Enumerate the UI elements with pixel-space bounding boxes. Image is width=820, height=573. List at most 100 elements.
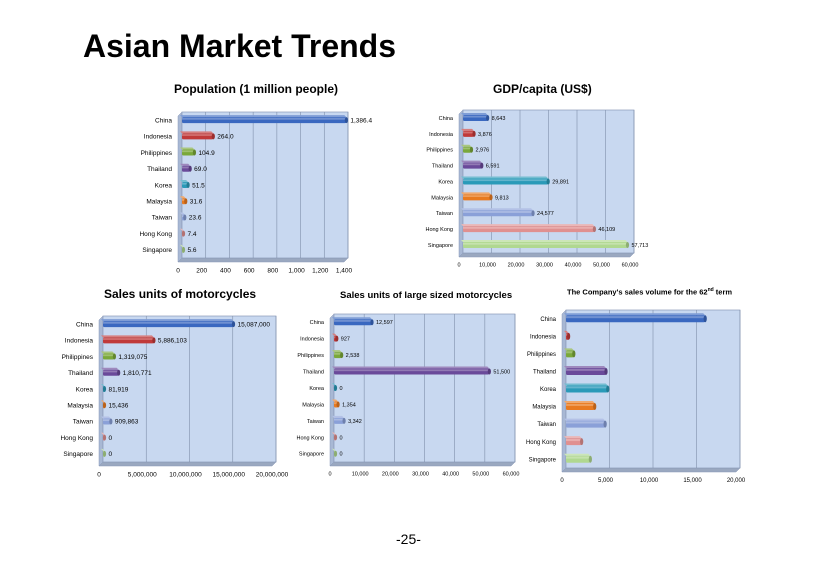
value-label: 3,876 — [478, 132, 492, 138]
bar-highlight — [182, 166, 191, 169]
bar-china — [101, 319, 236, 328]
tick-label: 0 — [97, 472, 101, 479]
chart-title-main: The Company's sales volume for the 62 — [567, 287, 708, 297]
tick-label: 0 — [328, 472, 331, 478]
bar-malaysia — [180, 196, 188, 205]
bar-taiwan — [461, 208, 535, 217]
bar-china — [180, 115, 348, 124]
value-label: 7.4 — [188, 231, 197, 238]
value-label: 0 — [340, 452, 343, 458]
tick-label: 20,000 — [508, 263, 525, 269]
bar-end-cap — [344, 117, 348, 124]
bar-highlight — [334, 418, 345, 421]
tick-label: 40,000 — [565, 263, 582, 269]
value-label: 15,087,000 — [238, 321, 271, 328]
bar-highlight — [463, 179, 549, 182]
bar-end-cap — [336, 401, 340, 408]
category-label: Taiwan — [73, 419, 94, 426]
bar-malaysia — [332, 399, 340, 408]
bar-highlight — [566, 456, 591, 459]
bar-hong-kong — [332, 432, 338, 441]
tick-label: 10,000 — [352, 472, 369, 478]
bar-end-cap — [370, 319, 374, 326]
bar-end-cap — [487, 368, 491, 375]
value-label: 51.5 — [192, 182, 205, 189]
bar-end-cap — [102, 386, 107, 392]
bar-end-cap — [109, 418, 113, 425]
bar-singapore — [101, 448, 107, 457]
value-label: 0 — [109, 451, 113, 458]
bar-top — [180, 131, 214, 134]
tick-label: 0 — [457, 263, 460, 269]
bar-highlight — [566, 421, 606, 424]
value-label: 3,342 — [348, 419, 362, 425]
bar-top — [461, 240, 628, 243]
tick-label: 15,000,000 — [212, 472, 245, 479]
bar-top — [101, 319, 234, 322]
bar-highlight — [463, 242, 628, 245]
category-label: Philippines — [527, 352, 556, 358]
bar-top — [180, 212, 185, 215]
bar-highlight — [463, 211, 534, 213]
bar-end-cap — [546, 178, 550, 185]
bar-highlight — [182, 182, 189, 185]
bar-hong-kong — [101, 432, 107, 441]
chart-title: Sales units of large sized motorcycles — [340, 290, 513, 301]
bar-highlight — [182, 199, 186, 201]
bar-indonesia — [461, 128, 476, 137]
bar-end-cap — [592, 226, 597, 233]
category-label: Taiwan — [307, 419, 324, 425]
bar-highlight — [566, 403, 595, 406]
bar-top — [564, 436, 582, 439]
tick-label: 30,000 — [536, 263, 553, 269]
bar-highlight — [566, 386, 608, 389]
value-label: 0 — [340, 386, 343, 392]
chart-title: GDP/capita (US$) — [493, 82, 592, 96]
bar-philippines — [101, 351, 117, 360]
bar-korea — [332, 383, 338, 391]
category-label: Indonesia — [65, 338, 94, 345]
category-label: Philippines — [426, 148, 453, 154]
category-label: Hong Kong — [526, 440, 556, 446]
value-label: 2,976 — [475, 148, 489, 154]
value-label: 1,354 — [342, 402, 356, 408]
bar-top — [332, 399, 339, 402]
tick-label: 5,000,000 — [128, 472, 157, 479]
bar-highlight — [103, 419, 111, 422]
bar-hong-kong — [461, 224, 597, 233]
bar-end-cap — [469, 146, 474, 153]
tick-label: 60,000 — [622, 263, 639, 269]
bar-highlight — [182, 117, 347, 120]
bar-end-cap — [480, 162, 484, 169]
bar-end-cap — [625, 242, 630, 249]
bar-malaysia — [461, 192, 493, 201]
tick-label: 400 — [220, 268, 231, 275]
value-label: 909,863 — [115, 419, 139, 426]
tick-label: 20,000,000 — [256, 472, 289, 479]
bar-top — [101, 400, 105, 403]
bar-end-cap — [333, 385, 338, 391]
bar-end-cap — [703, 315, 707, 323]
bar-korea — [180, 180, 190, 188]
bar-top — [180, 180, 189, 182]
bar-highlight — [463, 131, 475, 134]
bar-top — [564, 330, 569, 333]
bar-top — [332, 350, 342, 353]
value-label: 2,538 — [346, 353, 360, 359]
bar-top — [180, 244, 184, 247]
value-label: 12,597 — [376, 320, 393, 326]
category-label: Taiwan — [436, 211, 453, 217]
tick-label: 15,000 — [683, 478, 702, 484]
category-label: Korea — [76, 386, 94, 393]
tick-label: 50,000 — [593, 263, 610, 269]
bar-taiwan — [101, 416, 113, 425]
value-label: 6,591 — [486, 164, 500, 170]
value-label: 264.0 — [217, 134, 234, 141]
bar-top — [180, 196, 186, 199]
bar-top — [564, 418, 606, 421]
category-label: Hong Kong — [60, 435, 93, 442]
value-label: 51,500 — [493, 369, 510, 375]
